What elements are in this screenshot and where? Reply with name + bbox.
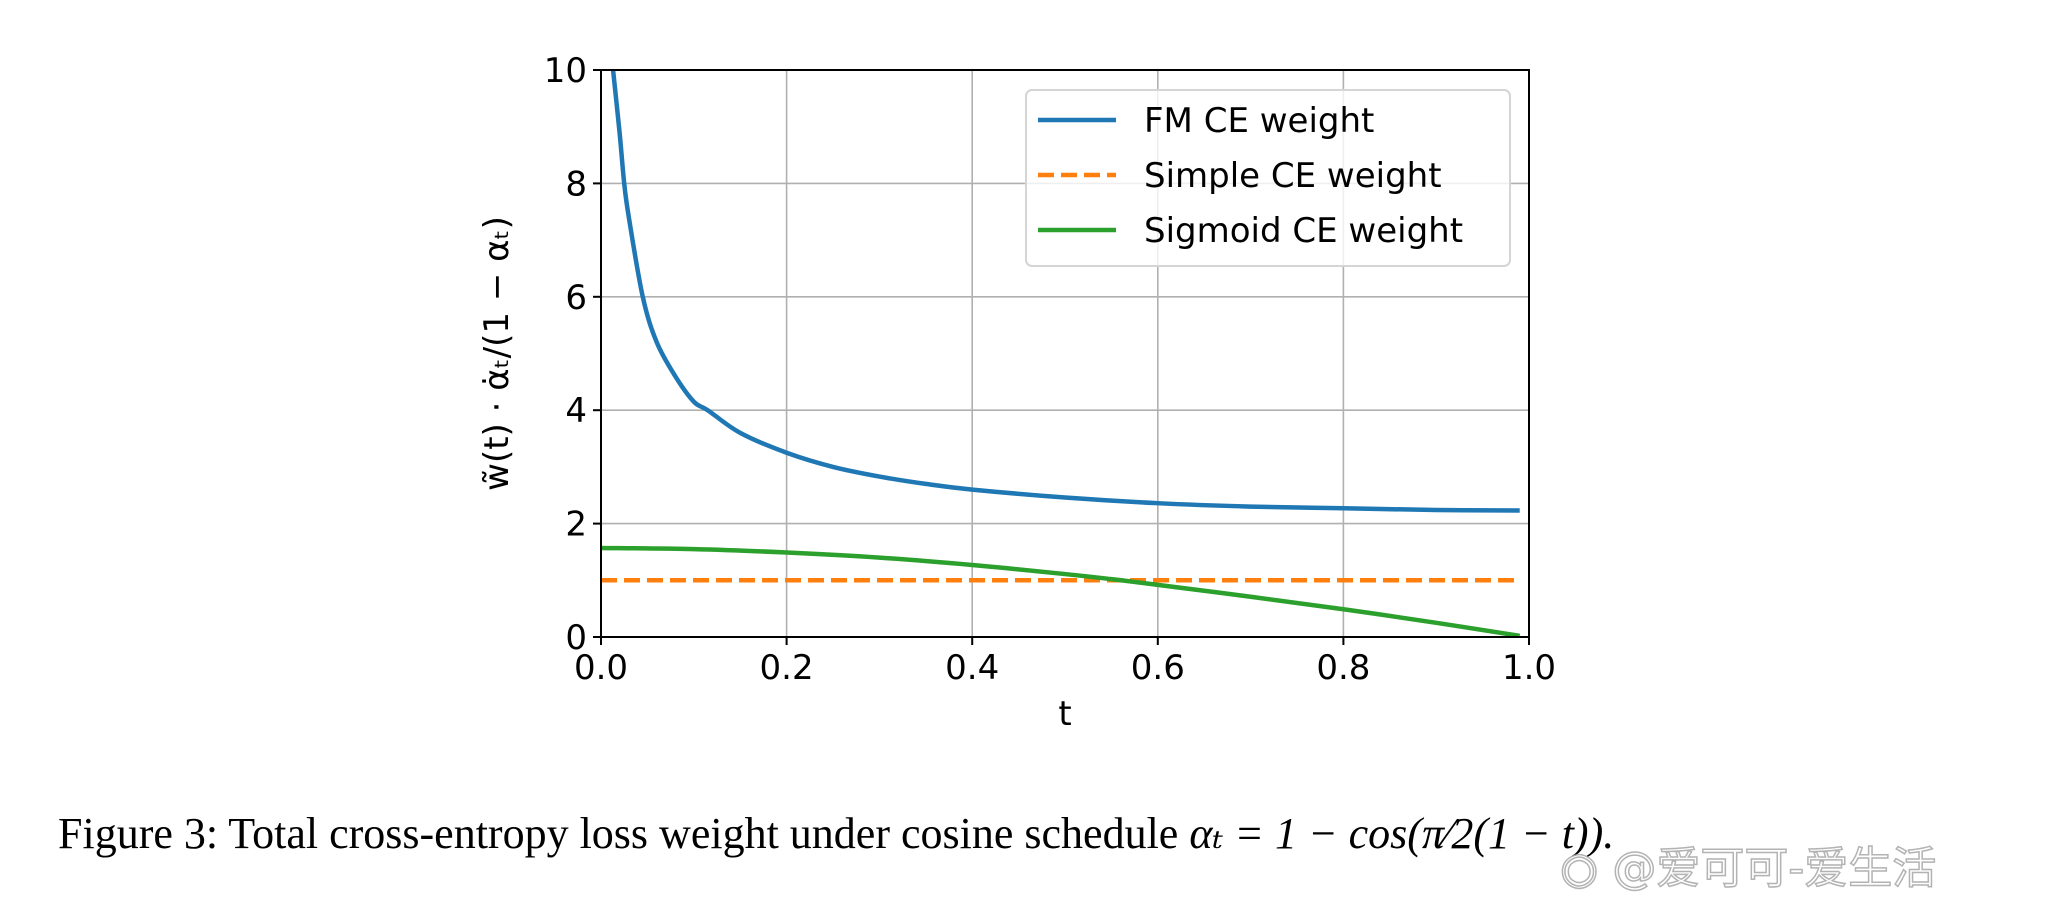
x-axis-label: t (1058, 694, 1071, 734)
series-line-fm-ce-weight (610, 70, 1520, 513)
legend-label: FM CE weight (1144, 101, 1374, 141)
ticks: 0.0 0.2 0.4 0.6 0.8 1.0 0 2 4 6 8 10 (544, 51, 1556, 688)
y-tick-label: 8 (565, 164, 587, 204)
x-tick-label: 0.0 (574, 648, 628, 688)
watermark: ◉ @爱可可-爱生活 (1559, 832, 1937, 896)
x-tick-label: 0.8 (1316, 648, 1370, 688)
y-tick-label: 4 (565, 391, 587, 431)
y-tick-label: 2 (565, 505, 587, 545)
x-tick-label: 0.4 (945, 648, 999, 688)
x-tick-label: 0.6 (1131, 648, 1185, 688)
caption-formula: αₜ = 1 − cos(π⁄2(1 − t)). (1189, 809, 1615, 858)
caption-text: Figure 3: Total cross-entropy loss weigh… (58, 809, 1190, 858)
x-tick-label: 0.2 (760, 648, 814, 688)
x-tick-label: 1.0 (1502, 648, 1556, 688)
series-layer (601, 70, 1521, 637)
legend-box (1025, 89, 1511, 267)
y-axis-label: w̃(t) · α̇ₜ/(1 − αₜ) (477, 216, 517, 491)
legend: FM CE weight Simple CE weight Sigmoid CE w… (1025, 89, 1511, 267)
legend-label: Simple CE weight (1144, 156, 1442, 196)
weibo-icon: ◉ (1559, 842, 1613, 895)
legend-label: Sigmoid CE weight (1144, 211, 1463, 251)
y-tick-label: 6 (565, 278, 587, 318)
series-line-sigmoid-ce-weight (601, 545, 1521, 637)
y-tick-label: 0 (565, 618, 587, 658)
watermark-text: @爱可可-爱生活 (1612, 842, 1937, 895)
y-tick-label: 10 (544, 51, 587, 91)
plot-frame (600, 69, 1530, 638)
figure-caption: Figure 3: Total cross-entropy loss weigh… (58, 808, 1614, 859)
